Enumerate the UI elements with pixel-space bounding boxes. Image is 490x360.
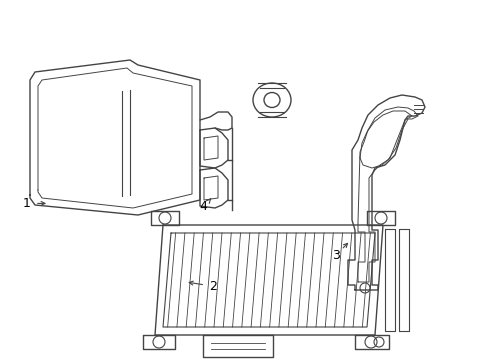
Text: 3: 3 [332,249,340,262]
Text: 2: 2 [209,280,217,293]
Text: 4: 4 [199,201,207,213]
Text: 1: 1 [23,197,31,210]
